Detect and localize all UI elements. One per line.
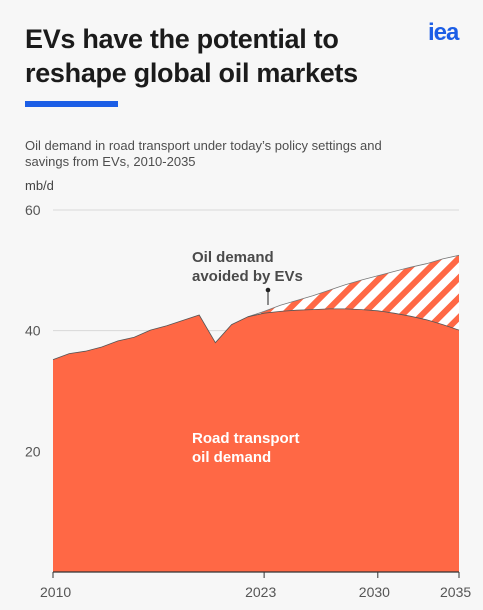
subtitle-line-2: savings from EVs, 2010-2035 [25,154,196,169]
ev-label-pointer-dot [265,287,271,293]
chart-subtitle: Oil demand in road transport under today… [25,138,445,170]
y-axis-unit: mb/d [25,178,54,193]
road-label-line-2: oil demand [192,449,271,466]
axes: 20 40 60 mb/d 2010 2023 2030 2035 [25,178,471,600]
road-label-line-1: Road transport [192,430,300,447]
x-tick-label-2035: 2035 [440,584,471,600]
x-tick-label-2010: 2010 [40,584,71,600]
title-accent-bar [25,101,118,107]
title-line-2: reshape global oil markets [25,58,358,88]
y-tick-label-60: 60 [25,202,41,218]
road-transport-area [53,308,459,572]
ev-label-line-2: avoided by EVs [192,268,303,285]
x-tick-label-2030: 2030 [359,584,390,600]
subtitle-line-1: Oil demand in road transport under today… [25,138,382,153]
y-tick-label-20: 20 [25,443,41,459]
iea-logo: iea [428,19,459,46]
annotations: Oil demand avoided by EVs Road transport oi… [192,249,303,466]
x-tick-label-2023: 2023 [245,584,276,600]
ev-avoided-area [247,255,459,331]
title-line-1: EVs have the potential to [25,24,339,54]
ev-label-line-1: Oil demand [192,249,274,266]
road-transport-top-line [52,308,460,360]
data-areas [52,254,460,572]
y-tick-label-40: 40 [25,323,41,339]
chart-title: EVs have the potential to reshape global… [25,22,415,90]
ev-avoided-top-line [247,254,460,318]
